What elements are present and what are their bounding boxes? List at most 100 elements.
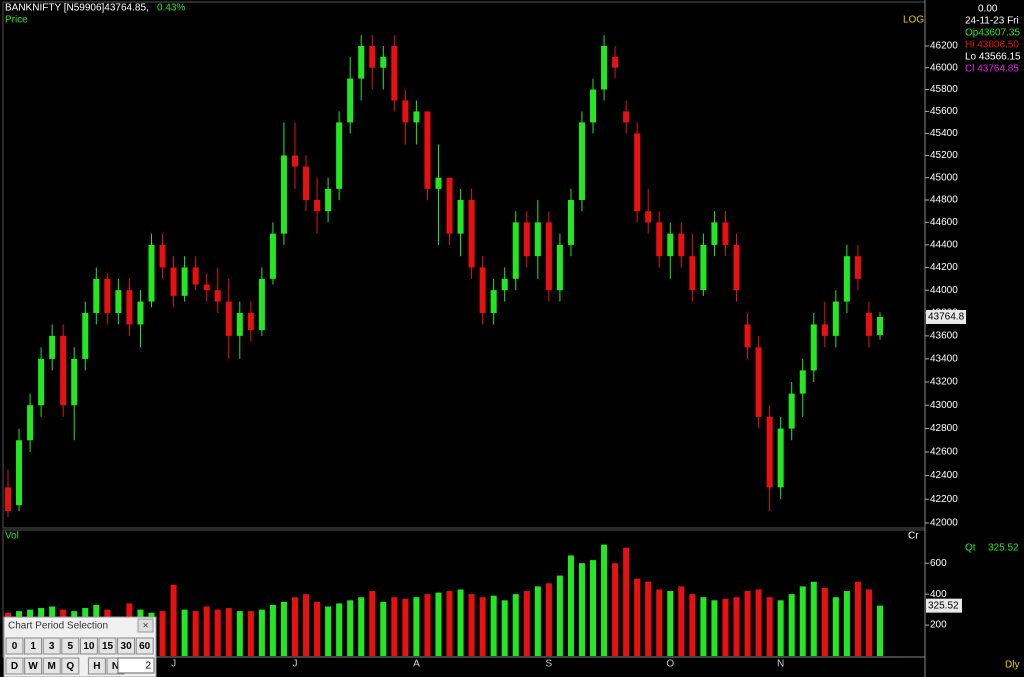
volume-bar [325,606,332,656]
period-button[interactable] [87,657,106,675]
volume-bar [777,600,784,656]
volume-bar [247,611,254,656]
minute-button[interactable] [98,637,117,655]
candle-body [314,199,321,212]
candle-body [877,316,883,336]
y-tick-label: 44800 [930,195,958,206]
candle-body [435,177,442,189]
volume-bar [567,555,574,656]
volume-bar [612,563,619,656]
minute-button-label[interactable]: 5 [68,641,74,652]
minute-button[interactable] [117,637,136,655]
candle-body [71,358,78,406]
volume-bar [590,560,597,656]
candle-body [501,278,508,291]
y-tick-label: 600 [930,558,947,569]
period-button[interactable] [42,657,61,675]
minute-button-label[interactable]: 30 [121,641,133,652]
y-tick-label: 44400 [930,240,958,251]
volume-bar [755,589,762,656]
candle-body [402,100,409,123]
period-button-label[interactable]: W [28,661,38,672]
candle-body [380,56,387,68]
volume-bar [446,591,453,656]
volume-bar [402,598,409,656]
candle-body [578,122,585,200]
candle-body [490,290,497,313]
candle-body [214,290,221,302]
candle-body [303,166,310,200]
minute-button-label[interactable]: 0 [12,641,18,652]
candle-body [369,45,376,68]
candle-body [601,45,608,90]
y-tick-label: 44200 [930,262,958,273]
period-input-value[interactable]: 2 [145,661,151,672]
candle-body [203,284,210,291]
volume-bar [523,591,530,656]
candle-body [247,312,254,331]
volume-bar [744,591,751,656]
volume-bar [832,597,839,656]
volume-bar [545,583,552,656]
minute-button[interactable] [5,637,24,655]
candle-body [733,244,740,291]
y-tick-label: 43000 [930,400,958,411]
period-button[interactable] [24,657,43,675]
period-button-label[interactable]: Q [66,661,74,672]
volume-bar [512,594,519,656]
candle-body [523,222,530,257]
candle-body [258,278,265,331]
volume-bar [601,544,608,656]
minute-button[interactable] [24,637,43,655]
volume-bar [733,597,740,656]
volume-bar [347,600,354,656]
popup-close-label[interactable]: × [143,621,149,632]
volume-bar [534,586,541,656]
minute-button[interactable] [42,637,61,655]
candle-body [810,324,817,371]
minute-button[interactable] [79,637,98,655]
volume-bar [810,581,817,656]
candle-body [689,256,696,291]
price-label: Price [5,15,28,26]
volume-bar [490,595,497,656]
y-tick-label: 43400 [930,354,958,365]
volume-bar [645,581,652,656]
y-tick-label: 44600 [930,217,958,228]
popup-title: Chart Period Selection [8,621,108,632]
period-popup: Chart Period Selection × 0 1 3 5 10 15 30 60 D W M… [3,616,157,677]
popup-close[interactable] [137,618,154,633]
minute-button-label[interactable]: 3 [49,641,55,652]
last-volume-box [926,598,962,613]
minute-button-label[interactable]: 10 [83,641,95,652]
volume-bar [689,594,696,656]
candle-body [126,290,133,325]
minute-button[interactable] [135,637,154,655]
period-button-label[interactable]: D [11,661,18,672]
volume-bar [358,597,365,656]
volume-bar [468,594,475,656]
y-tick-label: 45200 [930,150,958,161]
y-tick-label: 46000 [930,62,958,73]
candle-body [137,301,144,325]
minute-button-label[interactable]: 1 [30,641,36,652]
volume-bar [457,589,464,656]
minute-button[interactable] [61,637,80,655]
period-button-label[interactable]: H [93,661,100,672]
volume-bar [854,581,861,656]
period-button-label[interactable]: N [112,661,119,672]
period-button[interactable] [5,657,24,675]
volume-bar [225,608,232,656]
volume-bar [159,611,166,656]
candle-body [634,133,641,212]
volume-bar [280,601,287,656]
minute-button-label[interactable]: 60 [139,641,151,652]
volume-bar [314,601,321,656]
y-tick-label: 43600 [930,331,958,342]
candle-body [777,428,784,488]
minute-button-label[interactable]: 15 [102,641,114,652]
period-button[interactable] [61,657,80,675]
period-input[interactable] [117,657,155,674]
quantity-label: Qt [965,543,976,554]
period-button-label[interactable]: M [48,661,56,672]
